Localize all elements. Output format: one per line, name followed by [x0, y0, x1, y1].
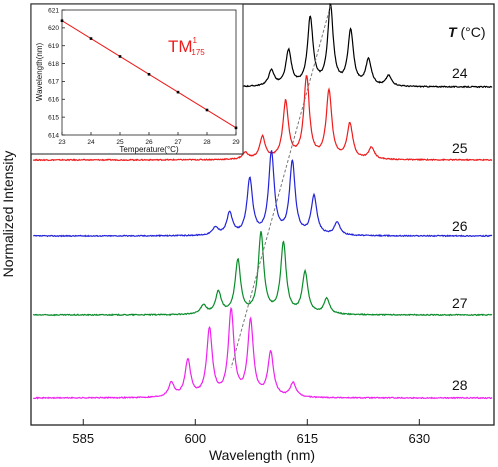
- main-x-axis-label: Wavelength (nm): [209, 447, 315, 463]
- inset-y-axis-label: Wavelength(nm): [35, 42, 44, 101]
- inset-x-tick-label: 23: [58, 139, 66, 146]
- spectrum-line-24: [243, 2, 493, 89]
- series-label-28: 28: [452, 377, 468, 393]
- inset-box: [30, 3, 244, 155]
- main-x-tick-label: 585: [72, 431, 94, 446]
- inset-data-point: [118, 55, 122, 58]
- inset-data-point: [176, 90, 180, 94]
- inset-x-tick-label: 24: [87, 139, 95, 146]
- inset-y-tick-label: 615: [48, 114, 59, 121]
- inset-x-tick-label: 27: [174, 139, 182, 146]
- peak-trend-dashed-line: [230, 5, 331, 369]
- inset-data-point: [234, 126, 238, 130]
- inset-chart: Wavelength(nm) Temperature(°C) TM1 175 23…: [30, 3, 244, 155]
- legend-title-symbol: T: [448, 24, 458, 40]
- main-x-tick-label: 630: [408, 431, 430, 446]
- main-y-axis-label: Normalized Intensity: [0, 151, 16, 278]
- inset-title: TM1 175: [168, 36, 205, 57]
- main-x-tick-label: 615: [296, 431, 318, 446]
- spectra-group: [32, 2, 493, 400]
- inset-title-sup: 1: [193, 36, 198, 45]
- inset-x-tick-label: 26: [145, 139, 153, 146]
- inset-x-axis-label: Temperature(°C): [119, 145, 179, 154]
- inset-y-tick-label: 616: [48, 97, 59, 104]
- spectrum-line-25: [32, 75, 493, 162]
- inset-x-tick-label: 25: [116, 139, 124, 146]
- inset-data-point: [89, 37, 93, 40]
- inset-x-tick-label: 28: [203, 139, 211, 146]
- inset-y-tick-label: 614: [48, 132, 59, 139]
- inset-data-point: [60, 19, 64, 23]
- main-plot-frame: [30, 3, 495, 426]
- inset-y-tick-label: 617: [48, 79, 59, 86]
- inset-title-sub: 175: [191, 48, 205, 57]
- main-x-ticks: 585 600 615 630: [72, 419, 430, 446]
- inset-title-main: TM: [168, 37, 193, 56]
- inset-y-tick-label: 618: [48, 61, 59, 68]
- spectrum-line-28: [33, 306, 493, 400]
- series-label-27: 27: [452, 295, 468, 311]
- inset-y-tick-label: 620: [48, 25, 59, 32]
- series-label-26: 26: [452, 218, 468, 234]
- inset-y-tick-label: 621: [48, 7, 59, 14]
- inset-ticks: 23 24 25 26 27 28 29 614 615 616 617 618 619 620 621: [48, 7, 240, 146]
- inset-x-tick-label: 29: [232, 139, 240, 146]
- series-labels: 24 25 26 27 28: [452, 65, 468, 393]
- legend-title: T (°C): [448, 24, 486, 40]
- spectrum-line-26: [33, 150, 493, 238]
- series-label-25: 25: [452, 140, 468, 156]
- spectrum-line-27: [32, 231, 493, 317]
- legend-title-unit: (°C): [457, 24, 486, 40]
- main-x-tick-label: 600: [184, 431, 206, 446]
- inset-data-point: [147, 72, 151, 76]
- inset-points: [60, 19, 238, 130]
- series-label-24: 24: [452, 65, 468, 81]
- inset-data-point: [205, 108, 209, 112]
- inset-y-tick-label: 619: [48, 43, 59, 50]
